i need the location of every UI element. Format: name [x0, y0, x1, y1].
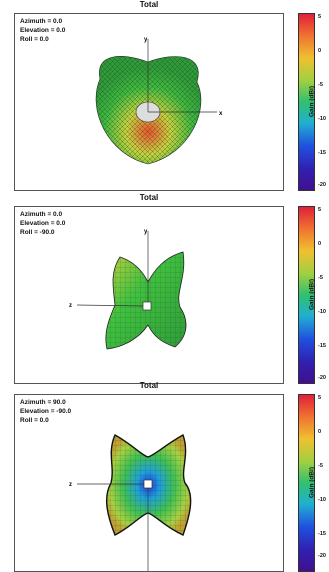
- panel-title: Total: [139, 0, 159, 9]
- colorbar-tick: 0: [318, 429, 322, 435]
- y-axis-label: y: [144, 229, 148, 235]
- elevation-text: Elevation = 0.0: [20, 220, 66, 227]
- panel-title: Total: [139, 381, 159, 390]
- colorbar-tick: -15: [318, 531, 326, 537]
- colorbar-tick: -10: [318, 116, 326, 122]
- colorbar-tick: -10: [318, 497, 326, 503]
- colorbar-tick: -20: [318, 375, 326, 381]
- gain-colorbar: [298, 206, 315, 384]
- z-axis-line: [76, 304, 144, 307]
- colorbar-tick: 5: [318, 395, 322, 401]
- lobe-mesh: [105, 252, 187, 349]
- colorbar-tick: -15: [318, 343, 326, 349]
- gain-colorbar: [298, 13, 315, 191]
- radiation-pattern-3d: y x: [95, 37, 223, 165]
- orientation-readout: Azimuth = 90.0 Elevation = -90.0 Roll = …: [20, 398, 71, 425]
- elevation-text: Elevation = -90.0: [20, 408, 72, 415]
- roll-text: Roll = 0.0: [20, 36, 49, 43]
- roll-text: Roll = 0.0: [20, 417, 49, 424]
- orientation-readout: Azimuth = 0.0 Elevation = 0.0 Roll = 0.0: [20, 17, 65, 44]
- colorbar-tick: 5: [318, 207, 322, 213]
- radiation-pattern-3d: z x: [69, 433, 192, 571]
- pattern-panel-2: Total y z Azimuth = 0.0 Elevation = 0.0 …: [0, 193, 329, 384]
- colorbar-tick: -15: [318, 150, 326, 156]
- colorbar-label: Gain (dBi): [308, 278, 316, 311]
- colorbar-label: Gain (dBi): [308, 85, 316, 118]
- colorbar-tick: -20: [318, 553, 326, 559]
- z-axis-label: z: [69, 303, 72, 309]
- colorbar-label: Gain (dBi): [308, 466, 316, 499]
- pattern-panel-1: Total y x Azimuth = 0.0 Elevation = 0.0 …: [0, 0, 329, 191]
- orientation-readout: Azimuth = 0.0 Elevation = 0.0 Roll = -90…: [20, 210, 65, 237]
- panel-title: Total: [139, 193, 159, 202]
- colorbar-tick: -20: [318, 182, 326, 188]
- azimuth-text: Azimuth = 0.0: [20, 211, 63, 218]
- colorbar-tick: -5: [318, 82, 323, 88]
- azimuth-text: Azimuth = 90.0: [20, 399, 66, 406]
- elevation-text: Elevation = 0.0: [20, 27, 66, 34]
- colorbar-tick: 5: [318, 14, 322, 20]
- colorbar-tick: -5: [318, 275, 323, 281]
- pattern-panel-3: Total z x Azimuth = 90.0 Elevation = -90…: [0, 381, 329, 572]
- colorbar-tick: 0: [318, 48, 322, 54]
- z-axis-label: z: [69, 482, 72, 488]
- radiation-pattern-3d: y z: [69, 229, 187, 350]
- colorbar-tick: -10: [318, 309, 326, 315]
- azimuth-text: Azimuth = 0.0: [20, 18, 63, 25]
- roll-text: Roll = -90.0: [20, 229, 55, 236]
- colorbar-tick: 0: [318, 241, 322, 247]
- colorbar-tick: -5: [318, 463, 323, 469]
- y-axis-label: y: [144, 37, 148, 43]
- x-axis-label: x: [219, 111, 223, 117]
